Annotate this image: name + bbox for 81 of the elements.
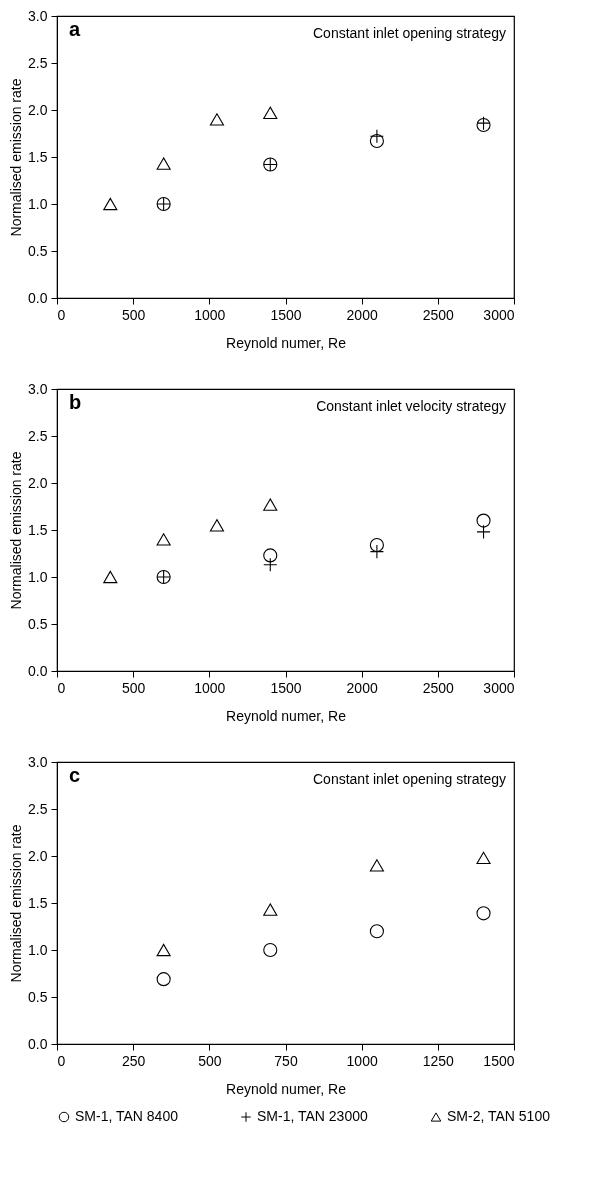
x-tick-label: 1000 [194,306,226,323]
x-axis-title: Reynold numer, Re [226,334,347,351]
x-tick-label: 3000 [483,306,515,323]
point [369,924,384,939]
x-tick-label: 2500 [422,306,455,323]
point [209,113,225,126]
y-tick-label: 2.5 [28,427,48,444]
x-tick-label: 1500 [483,1052,515,1069]
y-tick-label: 2.0 [28,474,48,491]
point [369,544,384,559]
x-tick-label: 500 [198,1052,222,1069]
annotation: Constant inlet opening strategy [312,25,506,41]
point [209,519,225,532]
y-tick-label: 0.0 [28,1035,48,1052]
x-tick-label: 750 [274,1052,298,1069]
y-tick-label: 1.0 [28,568,48,585]
point [369,859,384,872]
y-tick-label: 1.0 [28,941,48,958]
legend-label: SM-1, TAN 8400 [75,1108,179,1124]
point [103,570,118,584]
point [476,524,491,539]
y-tick-label: 0.5 [28,988,48,1005]
y-tick-label: 1.0 [28,195,48,212]
point [263,903,278,916]
point [156,533,171,546]
annotation: Constant inlet velocity strategy [316,398,506,414]
point [103,197,118,211]
x-tick-label: 250 [121,1052,146,1069]
y-tick-label: 3.0 [28,753,48,770]
y-axis-title: Normalised emission rate [8,451,25,610]
annotation: c [69,764,81,786]
point [263,548,278,563]
y-axis-title: Normalised emission rate [8,78,25,237]
x-tick-label: 0 [57,1052,66,1069]
point [476,906,491,921]
y-tick-label: 0.5 [28,242,48,259]
x-tick-label: 1500 [270,679,302,696]
point [369,537,384,553]
x-tick-label: 0 [57,306,66,323]
point [156,943,171,957]
x-axis-title: Reynold numer, Re [226,707,347,724]
y-tick-label: 2.0 [28,101,48,118]
y-tick-label: 2.0 [28,847,48,864]
point [369,129,384,144]
x-axis-title: Reynold numer, Re [226,1080,347,1097]
point [156,972,171,987]
x-tick-label: 1500 [270,306,302,323]
point [263,498,278,511]
y-axis-title: Normalised emission rate [8,824,25,983]
point [263,942,278,958]
x-tick-label: 1000 [194,679,226,696]
y-tick-label: 0.0 [28,289,48,306]
point [369,133,384,149]
x-tick-label: 1000 [346,1052,378,1069]
x-tick-label: 500 [121,306,146,323]
x-tick-label: 0 [57,679,66,696]
x-tick-label: 2000 [346,306,378,323]
y-tick-label: 0.0 [28,662,48,679]
y-tick-label: 3.0 [28,380,48,397]
x-tick-label: 500 [121,679,146,696]
point [263,557,278,572]
y-tick-label: 1.5 [28,894,48,911]
y-tick-label: 0.5 [28,615,48,632]
legend-label: SM-1, TAN 23000 [257,1108,368,1124]
annotation: Constant inlet opening strategy [312,771,506,787]
x-tick-label: 3000 [483,679,515,696]
y-tick-label: 3.0 [28,7,48,24]
point [476,851,491,865]
point [263,106,278,120]
annotation: b [69,391,82,413]
x-tick-label: 2000 [346,679,378,696]
annotation: a [69,18,81,40]
y-tick-label: 1.5 [28,148,48,165]
x-tick-label: 2500 [422,679,455,696]
y-tick-label: 2.5 [28,54,48,71]
y-tick-label: 1.5 [28,521,48,538]
point [156,157,171,170]
legend-label: SM-2, TAN 5100 [447,1108,551,1124]
y-tick-label: 2.5 [28,800,48,817]
point [476,513,491,528]
x-tick-label: 1250 [422,1052,455,1069]
